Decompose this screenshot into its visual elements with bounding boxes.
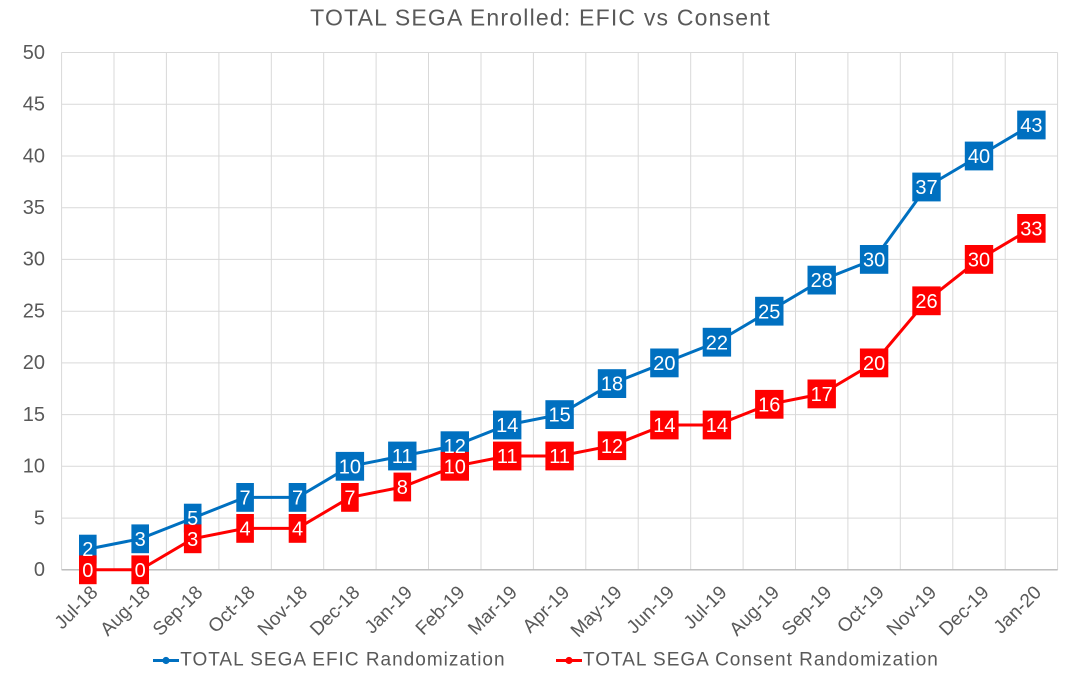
svg-text:15: 15 bbox=[548, 405, 570, 427]
svg-text:35: 35 bbox=[23, 197, 45, 219]
svg-text:26: 26 bbox=[915, 291, 937, 313]
svg-text:20: 20 bbox=[863, 353, 885, 375]
svg-text:45: 45 bbox=[23, 94, 45, 116]
svg-text:30: 30 bbox=[863, 250, 885, 272]
svg-text:22: 22 bbox=[706, 332, 728, 354]
svg-text:4: 4 bbox=[240, 519, 251, 541]
svg-text:11: 11 bbox=[497, 446, 518, 468]
svg-text:2: 2 bbox=[82, 539, 93, 561]
svg-text:3: 3 bbox=[135, 529, 146, 551]
svg-text:4: 4 bbox=[292, 519, 303, 541]
svg-text:7: 7 bbox=[240, 488, 251, 510]
svg-text:33: 33 bbox=[1020, 219, 1042, 241]
svg-text:3: 3 bbox=[187, 529, 198, 551]
svg-text:12: 12 bbox=[444, 436, 466, 458]
svg-text:20: 20 bbox=[653, 353, 675, 375]
svg-text:TOTAL SEGA EFIC Randomization: TOTAL SEGA EFIC Randomization bbox=[180, 650, 505, 671]
svg-text:10: 10 bbox=[339, 456, 361, 478]
svg-text:5: 5 bbox=[34, 507, 45, 529]
svg-text:14: 14 bbox=[653, 415, 675, 437]
svg-text:40: 40 bbox=[23, 145, 45, 167]
svg-text:30: 30 bbox=[968, 250, 990, 272]
svg-text:50: 50 bbox=[23, 42, 45, 64]
svg-text:11: 11 bbox=[549, 446, 570, 468]
svg-text:30: 30 bbox=[23, 249, 45, 271]
svg-text:18: 18 bbox=[601, 374, 623, 396]
svg-text:20: 20 bbox=[23, 352, 45, 374]
svg-text:0: 0 bbox=[135, 560, 146, 582]
svg-text:7: 7 bbox=[344, 488, 355, 510]
svg-text:16: 16 bbox=[758, 394, 780, 416]
svg-text:TOTAL SEGA Consent Randomizati: TOTAL SEGA Consent Randomization bbox=[583, 650, 939, 671]
svg-text:25: 25 bbox=[23, 301, 45, 323]
svg-text:0: 0 bbox=[82, 560, 93, 582]
svg-text:37: 37 bbox=[915, 177, 937, 199]
svg-text:25: 25 bbox=[758, 301, 780, 323]
svg-text:10: 10 bbox=[444, 456, 466, 478]
svg-text:43: 43 bbox=[1020, 115, 1042, 137]
svg-text:8: 8 bbox=[397, 477, 408, 499]
svg-text:14: 14 bbox=[496, 415, 518, 437]
svg-text:28: 28 bbox=[811, 270, 833, 292]
svg-text:10: 10 bbox=[23, 456, 45, 478]
svg-text:17: 17 bbox=[811, 384, 833, 406]
svg-text:40: 40 bbox=[968, 146, 990, 168]
svg-text:12: 12 bbox=[601, 436, 623, 458]
svg-text:14: 14 bbox=[706, 415, 728, 437]
svg-text:7: 7 bbox=[292, 488, 303, 510]
svg-text:5: 5 bbox=[187, 508, 198, 530]
svg-text:15: 15 bbox=[23, 404, 45, 426]
svg-text:0: 0 bbox=[34, 559, 45, 581]
svg-text:11: 11 bbox=[392, 446, 413, 468]
svg-text:TOTAL SEGA Enrolled: EFIC vs C: TOTAL SEGA Enrolled: EFIC vs Consent bbox=[310, 5, 771, 31]
